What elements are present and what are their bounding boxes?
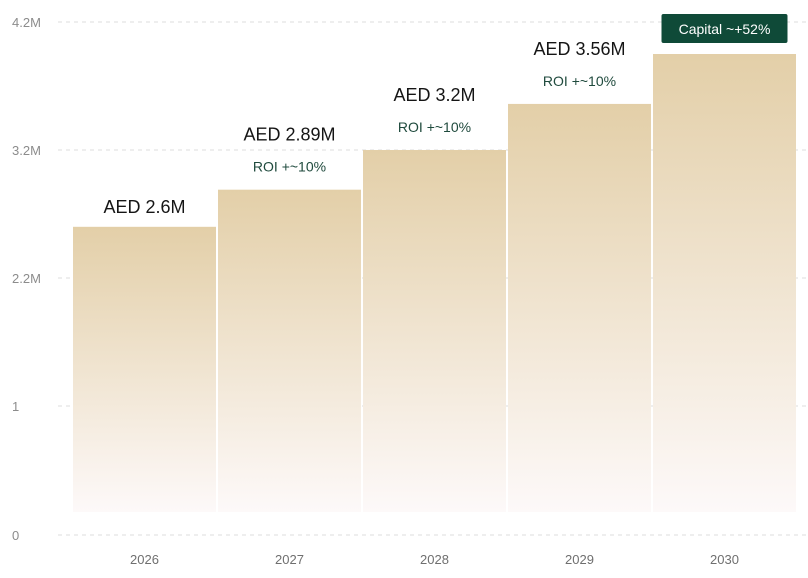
value-label: AED 3.2M [393, 85, 475, 105]
x-tick-label: 2026 [130, 552, 159, 567]
bar-2028 [363, 150, 506, 512]
bar-2030 [653, 54, 796, 512]
y-tick-label: 0 [12, 528, 19, 543]
bars [73, 54, 796, 513]
value-label: AED 3.56M [533, 39, 625, 59]
capital-badge [661, 14, 788, 43]
y-tick-label: 2.2M [12, 271, 41, 286]
axis-ticks: 0 1 2.2M 3.2M 4.2M 2026 2027 2028 2029 2030 [12, 15, 739, 567]
capital-badge-text: Capital ~+52% [679, 21, 771, 37]
roi-label: ROI +~10% [398, 119, 471, 135]
value-label: AED 2.6M [103, 197, 185, 217]
bar-2027 [218, 189, 361, 512]
value-label: AED 3.95M [678, 0, 770, 4]
roi-label: ROI +~10% [543, 73, 616, 89]
roi-label: ROI +~10% [253, 159, 326, 175]
x-tick-label: 2030 [710, 552, 739, 567]
y-tick-label: 3.2M [12, 143, 41, 158]
y-tick-label: 4.2M [12, 15, 41, 30]
bar-2026 [73, 226, 216, 513]
x-tick-label: 2029 [565, 552, 594, 567]
bar-2029 [508, 103, 651, 513]
y-tick-label: 1 [12, 399, 19, 414]
x-tick-label: 2027 [275, 552, 304, 567]
value-label: AED 2.89M [243, 125, 335, 145]
x-tick-label: 2028 [420, 552, 449, 567]
data-labels: AED 2.6M AED 2.89M ROI +~10% AED 3.2M ROI +~… [103, 0, 788, 217]
